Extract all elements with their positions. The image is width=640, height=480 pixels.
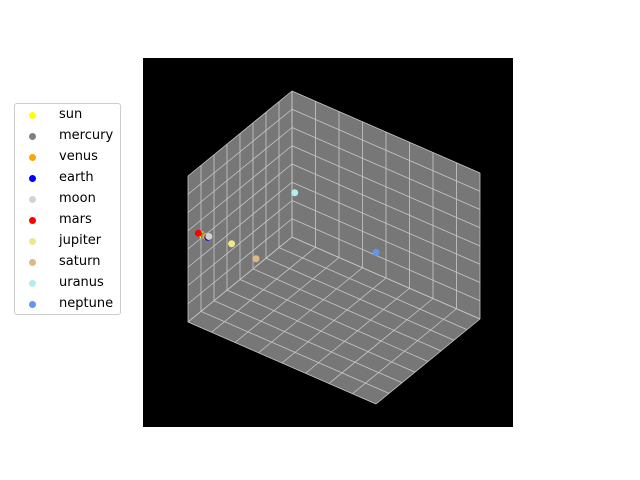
legend-label: neptune bbox=[59, 296, 114, 311]
point-mars bbox=[194, 229, 202, 237]
grid-line bbox=[252, 268, 442, 352]
legend-marker bbox=[29, 238, 36, 245]
legend-marker bbox=[29, 280, 36, 287]
grid-line bbox=[375, 318, 481, 405]
grid-line bbox=[187, 90, 293, 177]
legend-item-neptune: neptune bbox=[15, 294, 120, 315]
legend-item-uranus: uranus bbox=[15, 273, 120, 294]
legend-label: venus bbox=[59, 149, 98, 164]
legend-marker bbox=[29, 154, 36, 161]
legend-item-moon: moon bbox=[15, 189, 120, 210]
legend-marker bbox=[29, 301, 36, 308]
legend-marker bbox=[29, 112, 36, 119]
grid-line bbox=[291, 163, 481, 247]
point-moon bbox=[205, 232, 213, 240]
legend-label: sun bbox=[59, 107, 83, 122]
grid-line bbox=[187, 108, 293, 195]
legend-item-saturn: saturn bbox=[15, 252, 120, 273]
grid-line bbox=[291, 108, 481, 192]
grid-line bbox=[328, 298, 434, 384]
grid-lines bbox=[187, 90, 481, 405]
point-jupiter bbox=[228, 240, 236, 248]
panes bbox=[188, 91, 480, 404]
legend-label: jupiter bbox=[59, 233, 102, 248]
grid-line bbox=[352, 308, 457, 395]
grid-line bbox=[291, 236, 481, 320]
grid-line bbox=[291, 127, 481, 210]
grid-line bbox=[278, 247, 468, 330]
grid-line bbox=[291, 145, 481, 229]
legend-label: moon bbox=[59, 191, 96, 206]
legend-label: mars bbox=[59, 212, 92, 227]
legend-item-venus: venus bbox=[15, 147, 120, 168]
grid-line bbox=[187, 127, 293, 213]
grid-line bbox=[187, 145, 293, 232]
legend-item-earth: earth bbox=[15, 168, 120, 189]
legend-item-mercury: mercury bbox=[15, 126, 120, 147]
legend-marker bbox=[29, 175, 36, 182]
legend: sun mercury venus earth moon mars jupiter satur… bbox=[14, 103, 121, 315]
legend-marker bbox=[29, 133, 36, 140]
grid-line bbox=[239, 279, 429, 362]
legend-item-mars: mars bbox=[15, 210, 120, 231]
point-neptune bbox=[372, 248, 380, 256]
legend-item-jupiter: jupiter bbox=[15, 231, 120, 252]
point-saturn bbox=[252, 255, 260, 263]
grid-line bbox=[265, 257, 455, 341]
grid-line bbox=[291, 90, 481, 174]
legend-marker bbox=[29, 196, 36, 203]
legend-marker bbox=[29, 259, 36, 266]
legend-marker bbox=[29, 217, 36, 224]
data-points bbox=[194, 189, 380, 263]
legend-label: earth bbox=[59, 170, 94, 185]
legend-item-sun: sun bbox=[15, 105, 120, 126]
legend-label: uranus bbox=[59, 275, 104, 290]
point-uranus bbox=[291, 189, 299, 197]
grid-line bbox=[305, 287, 410, 374]
legend-label: saturn bbox=[59, 254, 101, 269]
legend-label: mercury bbox=[59, 128, 114, 143]
